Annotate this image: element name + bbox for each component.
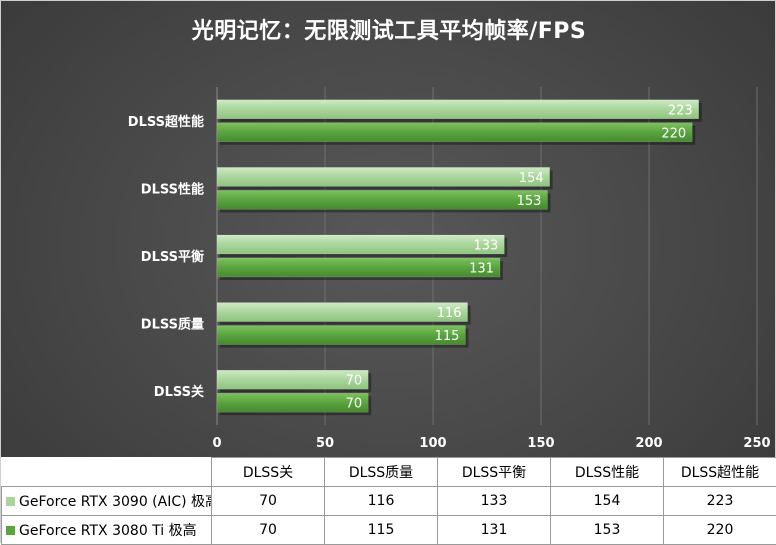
table-cell: 70 bbox=[212, 516, 325, 545]
series-label-cell: GeForce RTX 3080 Ti 极高 bbox=[2, 516, 212, 545]
table-header: DLSS质量 bbox=[325, 458, 438, 487]
bar-value-label: 115 bbox=[435, 329, 460, 344]
table-cell: 115 bbox=[325, 516, 438, 545]
bar-value-label: 154 bbox=[519, 171, 544, 186]
x-tick-label: 200 bbox=[635, 436, 662, 451]
bar bbox=[217, 100, 699, 119]
table-header: DLSS性能 bbox=[551, 458, 664, 487]
bar-value-label: 223 bbox=[668, 103, 693, 118]
bar bbox=[217, 190, 547, 209]
table-row: GeForce RTX 3080 Ti 极高 70 115 131 153 22… bbox=[2, 516, 776, 545]
table-row: GeForce RTX 3090 (AIC) 极高 70 116 133 154… bbox=[2, 487, 776, 516]
table-cell: 116 bbox=[325, 487, 438, 516]
bar bbox=[217, 258, 500, 277]
x-tick-label: 150 bbox=[527, 436, 554, 451]
bar-value-label: 116 bbox=[437, 306, 462, 321]
table-cell: 223 bbox=[664, 487, 776, 516]
bar-value-label: 70 bbox=[346, 397, 363, 412]
table-cell: 131 bbox=[438, 516, 551, 545]
bar bbox=[217, 235, 504, 254]
x-tick-label: 50 bbox=[316, 436, 334, 451]
table-header-row: DLSS关 DLSS质量 DLSS平衡 DLSS性能 DLSS超性能 bbox=[2, 458, 776, 487]
table-cell: 153 bbox=[551, 516, 664, 545]
x-tick-label: 100 bbox=[419, 436, 446, 451]
table-header: DLSS超性能 bbox=[664, 458, 776, 487]
bar-value-label: 153 bbox=[517, 194, 542, 209]
bar bbox=[217, 303, 468, 322]
table-cell: 220 bbox=[664, 516, 776, 545]
table-header: DLSS关 bbox=[212, 458, 325, 487]
category-label: DLSS超性能 bbox=[128, 114, 204, 130]
table-cell: 154 bbox=[551, 487, 664, 516]
x-tick-label: 0 bbox=[212, 436, 221, 451]
legend-swatch-icon bbox=[6, 526, 15, 535]
data-table: DLSS关 DLSS质量 DLSS平衡 DLSS性能 DLSS超性能 GeFor… bbox=[1, 457, 776, 545]
x-tick-label: 250 bbox=[743, 436, 770, 451]
category-label: DLSS关 bbox=[154, 384, 204, 400]
series-label: GeForce RTX 3090 (AIC) 极高 bbox=[19, 494, 212, 510]
category-label: DLSS性能 bbox=[141, 181, 204, 197]
table-corner bbox=[2, 458, 212, 487]
table-header: DLSS平衡 bbox=[438, 458, 551, 487]
bar bbox=[217, 326, 465, 345]
category-label: DLSS平衡 bbox=[141, 249, 204, 265]
bar-value-label: 70 bbox=[346, 374, 363, 389]
bar bbox=[217, 167, 550, 186]
bar-value-label: 133 bbox=[473, 239, 498, 254]
series-label: GeForce RTX 3080 Ti 极高 bbox=[19, 523, 197, 539]
table-cell: 133 bbox=[438, 487, 551, 516]
bar-chart-plot: 0 50 100 150 200 250 223 220 DLSS超性能 154 153 DLSS性能… bbox=[1, 1, 776, 457]
legend-swatch-icon bbox=[6, 497, 15, 506]
bar-value-label: 220 bbox=[661, 126, 686, 141]
series-label-cell: GeForce RTX 3090 (AIC) 极高 bbox=[2, 487, 212, 516]
bar bbox=[217, 123, 692, 142]
table-cell: 70 bbox=[212, 487, 325, 516]
category-label: DLSS质量 bbox=[141, 317, 204, 333]
bar-value-label: 131 bbox=[469, 262, 494, 277]
